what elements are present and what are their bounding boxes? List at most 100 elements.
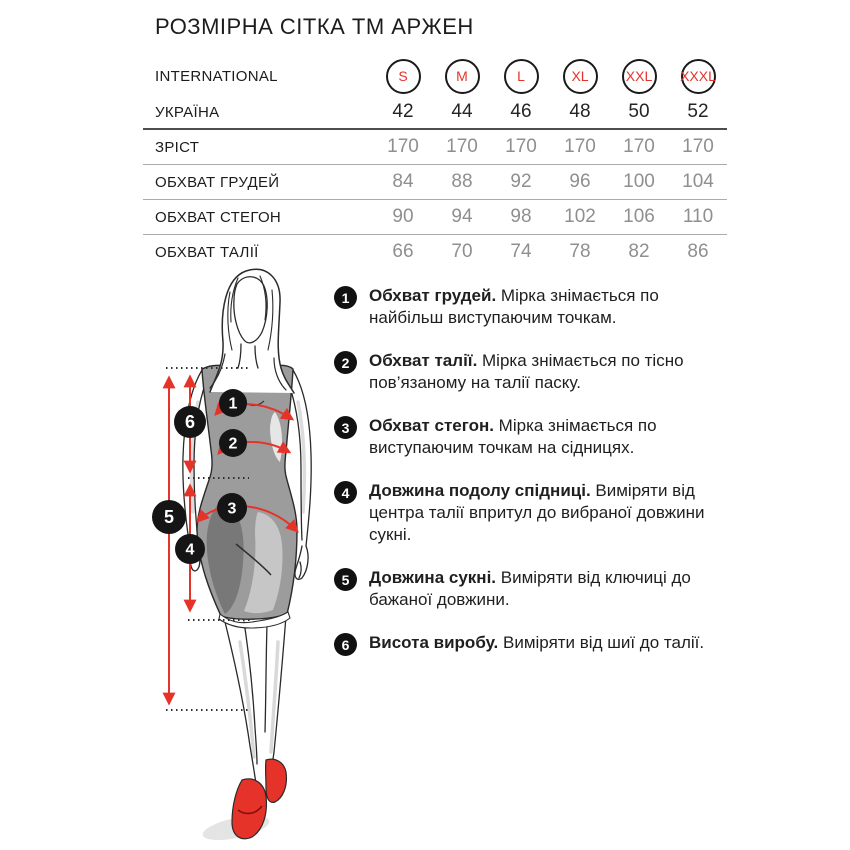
size-value: 98	[510, 206, 532, 227]
size-value: 96	[569, 171, 591, 192]
size-value: 102	[564, 206, 596, 227]
figure-marker-6	[174, 406, 206, 438]
instruction-number-badge: 5	[334, 568, 357, 591]
size-badge-xxl: XXL	[621, 58, 657, 94]
size-badge-xxxl: XXXL	[680, 58, 716, 94]
instruction-item-6: 6 Висота виробу. Виміряти від шиї до тал…	[334, 632, 754, 656]
size-value: 170	[505, 136, 537, 157]
instruction-desc: Мірка знімається по виступаючим точкам н…	[369, 416, 657, 457]
size-badge-label: XXL	[625, 68, 653, 84]
instruction-number-badge: 1	[334, 286, 357, 309]
table-row-international: INTERNATIONAL S M L XL XXL XXXL	[143, 56, 727, 96]
instruction-item-2: 2 Обхват талії. Мірка знімається по тісн…	[334, 350, 754, 394]
table-row-hips: ОБХВАТ СТЕГОН 90 94 98 102 106 110	[143, 200, 727, 235]
size-badge-label: XXXL	[680, 68, 716, 84]
size-value: 44	[451, 101, 473, 122]
size-value: 94	[451, 206, 473, 227]
measurement-instructions: 1 Обхват грудей. Мірка знімається по най…	[334, 285, 754, 677]
instruction-item-3: 3 Обхват стегон. Мірка знімається по вис…	[334, 415, 754, 459]
instruction-text: Обхват грудей. Мірка знімається по найбі…	[369, 285, 725, 329]
size-value: 92	[510, 171, 532, 192]
instruction-term: Висота виробу.	[369, 633, 499, 652]
instruction-text: Довжина сукні. Виміряти від ключиці до б…	[369, 567, 725, 611]
instruction-item-5: 5 Довжина сукні. Виміряти від ключиці до…	[334, 567, 754, 611]
instruction-text: Обхват талії. Мірка знімається по тісно …	[369, 350, 725, 394]
size-value: 74	[510, 241, 532, 262]
instruction-item-1: 1 Обхват грудей. Мірка знімається по най…	[334, 285, 754, 329]
figure-marker-4	[175, 534, 205, 564]
instruction-term: Обхват грудей.	[369, 286, 497, 305]
size-table: INTERNATIONAL S M L XL XXL XXXL УКРАЇНА …	[143, 56, 727, 269]
instruction-term: Обхват талії.	[369, 351, 478, 370]
size-value: 50	[628, 101, 650, 122]
svg-text:3: 3	[228, 501, 237, 518]
size-value: 100	[623, 171, 655, 192]
instruction-term: Обхват стегон.	[369, 416, 494, 435]
page-title: РОЗМІРНА СІТКА ТМ АРЖЕН	[155, 14, 474, 39]
red-shoes	[231, 758, 288, 840]
svg-text:5: 5	[164, 507, 174, 527]
size-value: 82	[628, 241, 650, 262]
instruction-term: Довжина сукні.	[369, 568, 497, 587]
table-row-height: ЗРІСТ 170 170 170 170 170 170	[143, 130, 727, 165]
instruction-text: Висота виробу. Виміряти від шиї до талії…	[369, 632, 725, 656]
figure-markers: 1 2 3 4 5 6	[152, 389, 247, 564]
size-value: 170	[387, 136, 419, 157]
instruction-number-badge: 6	[334, 633, 357, 656]
figure-marker-5	[152, 500, 186, 534]
svg-text:6: 6	[185, 412, 195, 432]
row-label: ОБХВАТ СТЕГОН	[155, 208, 282, 226]
instruction-desc: Виміряти від ключиці до бажаної довжини.	[369, 568, 691, 609]
row-label: ОБХВАТ ГРУДЕЙ	[155, 173, 280, 191]
instruction-term: Довжина подолу спідниці.	[369, 481, 591, 500]
size-badge-label: S	[398, 68, 408, 84]
size-value: 66	[392, 241, 414, 262]
size-value: 106	[623, 206, 655, 227]
row-label-ukraine: УКРАЇНА	[155, 103, 220, 121]
row-label: ЗРІСТ	[155, 138, 200, 156]
table-row-waist: ОБХВАТ ТАЛІЇ 66 70 74 78 82 86	[143, 235, 727, 269]
size-badge-label: XL	[571, 68, 589, 84]
size-value: 84	[392, 171, 414, 192]
instruction-desc: Мірка знімається по тісно пов’язаному на…	[369, 351, 684, 392]
size-value: 42	[392, 101, 414, 122]
svg-text:1: 1	[229, 396, 238, 413]
row-label-international: INTERNATIONAL	[155, 67, 278, 85]
size-value: 170	[446, 136, 478, 157]
size-value: 170	[564, 136, 596, 157]
instruction-number-badge: 2	[334, 351, 357, 374]
size-value: 52	[687, 101, 709, 122]
svg-text:4: 4	[186, 542, 195, 559]
instruction-text: Довжина подолу спідниці. Виміряти від це…	[369, 480, 725, 546]
size-badge-l: L	[503, 58, 539, 94]
size-value: 88	[451, 171, 473, 192]
svg-text:2: 2	[229, 436, 238, 453]
table-row-bust: ОБХВАТ ГРУДЕЙ 84 88 92 96 100 104	[143, 165, 727, 200]
instruction-number-badge: 3	[334, 416, 357, 439]
figure-marker-3	[217, 493, 247, 523]
figure-marker-2	[219, 429, 247, 457]
instruction-desc: Виміряти від шиї до талії.	[498, 633, 705, 652]
size-badge-label: M	[456, 68, 468, 84]
size-badge-xl: XL	[562, 58, 598, 94]
measurement-figure: 1 2 3 4 5 6	[140, 262, 340, 850]
size-badge-m: M	[444, 58, 480, 94]
bust-girth-arrow	[214, 401, 295, 421]
size-value: 104	[682, 171, 714, 192]
row-label: ОБХВАТ ТАЛІЇ	[155, 243, 259, 261]
size-badge-label: L	[517, 68, 525, 84]
dotted-reference-lines	[166, 367, 250, 711]
woman-dress-sketch: 1 2 3 4 5 6	[152, 268, 312, 841]
size-value: 78	[569, 241, 591, 262]
table-row-ukraine: УКРАЇНА 42 44 46 48 50 52	[143, 96, 727, 130]
instruction-item-4: 4 Довжина подолу спідниці. Виміряти від …	[334, 480, 754, 546]
figure-marker-1	[219, 389, 247, 417]
instruction-desc: Мірка знімається по найбільш виступаючим…	[369, 286, 659, 327]
size-value: 90	[392, 206, 414, 227]
size-value: 70	[451, 241, 473, 262]
instruction-desc: Виміряти від центра талії впритул до виб…	[369, 481, 705, 544]
size-value: 86	[687, 241, 709, 262]
instruction-number-badge: 4	[334, 481, 357, 504]
head-and-hair	[209, 268, 295, 394]
